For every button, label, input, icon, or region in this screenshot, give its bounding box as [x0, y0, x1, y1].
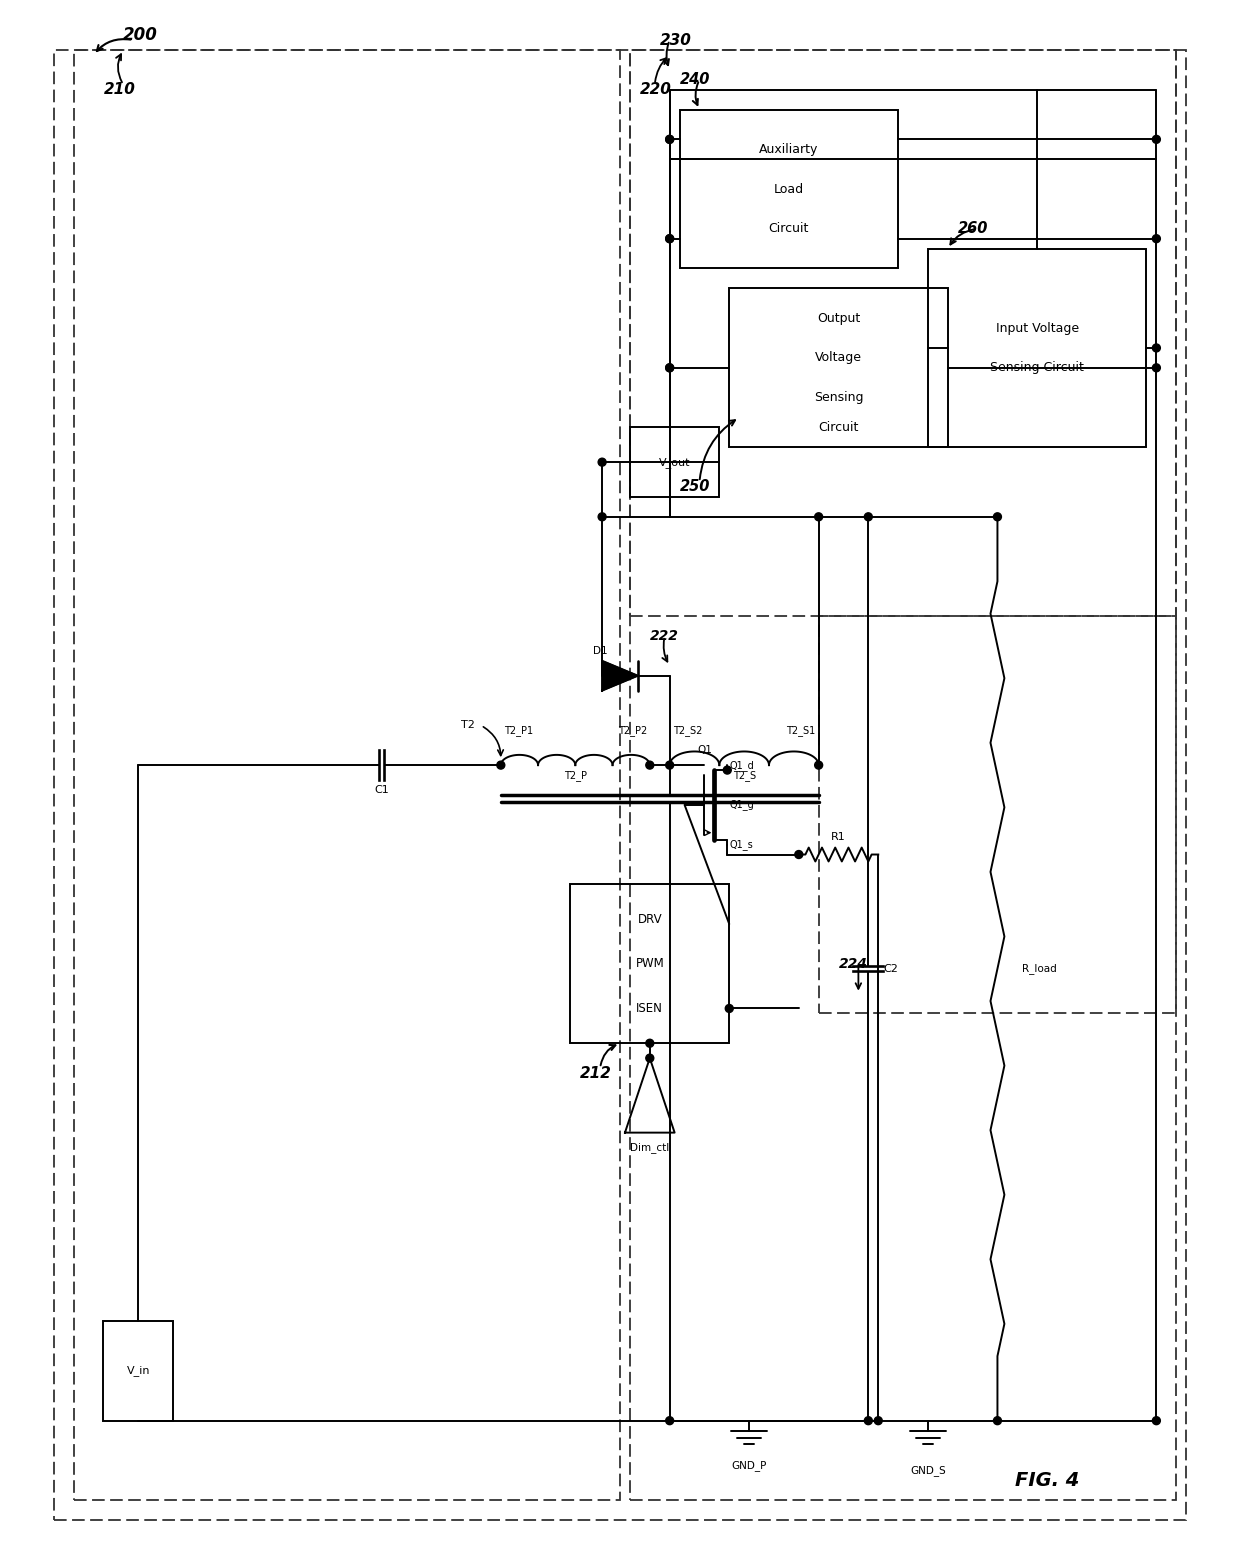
- Bar: [630, 427, 719, 498]
- Text: Q1: Q1: [697, 745, 712, 756]
- Text: Dim_ctl: Dim_ctl: [630, 1142, 670, 1153]
- Text: Circuit: Circuit: [818, 421, 859, 434]
- Circle shape: [993, 1416, 1002, 1424]
- Text: GND_S: GND_S: [910, 1465, 946, 1476]
- Text: T2: T2: [461, 720, 475, 731]
- Text: T2_P2: T2_P2: [618, 725, 647, 736]
- Circle shape: [666, 363, 673, 372]
- Text: Output: Output: [817, 311, 861, 324]
- Text: Auxiliarty: Auxiliarty: [759, 142, 818, 156]
- Text: 222: 222: [650, 629, 678, 643]
- Text: 224: 224: [838, 956, 868, 970]
- Circle shape: [666, 235, 673, 243]
- Circle shape: [1152, 235, 1161, 243]
- Text: C2: C2: [883, 964, 898, 973]
- Bar: [570, 884, 729, 1044]
- Circle shape: [666, 761, 673, 768]
- Bar: [630, 50, 1177, 1501]
- Circle shape: [815, 513, 822, 521]
- Circle shape: [646, 761, 653, 768]
- Text: C1: C1: [374, 786, 389, 795]
- Text: GND_P: GND_P: [732, 1460, 766, 1471]
- Circle shape: [666, 136, 673, 144]
- Text: Input Voltage: Input Voltage: [996, 321, 1079, 335]
- Circle shape: [1152, 344, 1161, 352]
- Circle shape: [598, 513, 606, 521]
- Bar: [680, 110, 898, 269]
- Bar: [103, 1321, 174, 1421]
- Text: 210: 210: [103, 83, 135, 97]
- Text: Q1_s: Q1_s: [729, 839, 753, 850]
- Text: Circuit: Circuit: [769, 222, 808, 235]
- Text: Voltage: Voltage: [815, 352, 862, 365]
- Text: 230: 230: [660, 33, 692, 47]
- Bar: [729, 288, 947, 448]
- Text: 212: 212: [580, 1066, 613, 1080]
- Text: V_out: V_out: [658, 457, 691, 468]
- Circle shape: [666, 363, 673, 372]
- Text: Sensing: Sensing: [813, 391, 863, 404]
- Circle shape: [598, 459, 606, 466]
- Circle shape: [1152, 363, 1161, 372]
- Text: Q1_g: Q1_g: [729, 800, 754, 811]
- Circle shape: [725, 1005, 733, 1013]
- Text: D1: D1: [593, 646, 608, 656]
- Text: T2_S1: T2_S1: [786, 725, 816, 736]
- Circle shape: [666, 235, 673, 243]
- Text: T2_S2: T2_S2: [672, 725, 702, 736]
- Circle shape: [666, 1416, 673, 1424]
- Text: Sensing Circuit: Sensing Circuit: [991, 362, 1084, 374]
- Text: ISEN: ISEN: [636, 1002, 663, 1016]
- Text: Q1_d: Q1_d: [729, 759, 754, 770]
- Text: 220: 220: [640, 83, 672, 97]
- Text: T2_S: T2_S: [733, 770, 755, 781]
- Circle shape: [666, 136, 673, 144]
- Polygon shape: [603, 660, 637, 690]
- Text: 200: 200: [123, 27, 159, 44]
- Circle shape: [864, 513, 872, 521]
- Text: 250: 250: [680, 479, 711, 495]
- Text: T2_P1: T2_P1: [503, 725, 533, 736]
- Circle shape: [864, 1416, 872, 1424]
- Bar: [818, 617, 1177, 1014]
- Text: FIG. 4: FIG. 4: [1014, 1471, 1079, 1490]
- Text: V_in: V_in: [126, 1366, 150, 1377]
- Text: T2_P: T2_P: [564, 770, 587, 781]
- Text: DRV: DRV: [637, 912, 662, 925]
- Circle shape: [723, 767, 732, 775]
- Text: R1: R1: [831, 831, 846, 842]
- Circle shape: [1152, 1416, 1161, 1424]
- Circle shape: [993, 513, 1002, 521]
- Text: Load: Load: [774, 183, 804, 196]
- Circle shape: [874, 1416, 882, 1424]
- Text: 260: 260: [957, 221, 988, 236]
- Circle shape: [815, 761, 822, 768]
- Circle shape: [795, 850, 802, 859]
- Bar: [73, 50, 620, 1501]
- Circle shape: [646, 1055, 653, 1063]
- Bar: [630, 50, 1177, 617]
- Text: PWM: PWM: [635, 958, 665, 970]
- Text: 240: 240: [680, 72, 711, 88]
- Text: R_load: R_load: [1022, 964, 1056, 973]
- Circle shape: [1152, 136, 1161, 144]
- Circle shape: [497, 761, 505, 768]
- Bar: [928, 249, 1147, 448]
- Circle shape: [646, 1039, 653, 1047]
